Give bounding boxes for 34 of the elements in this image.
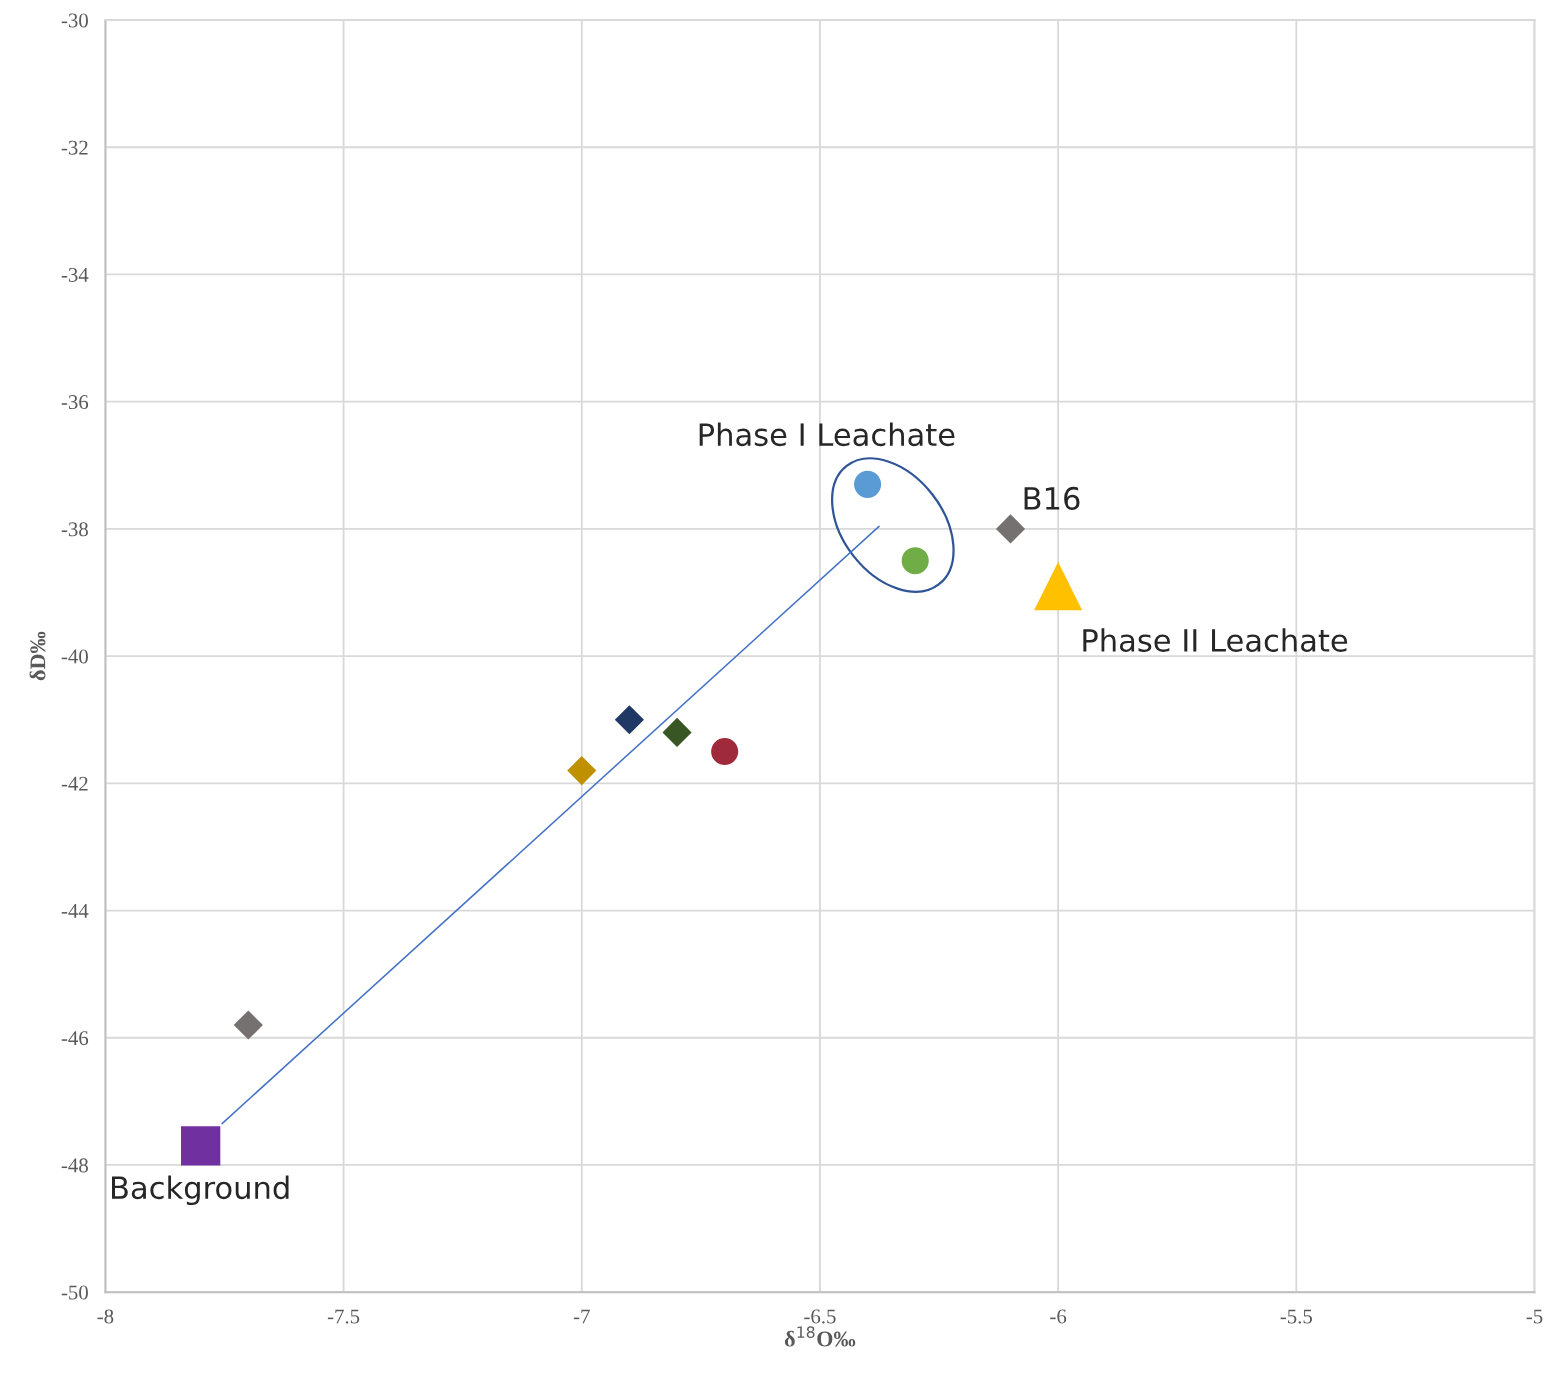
x-tick-label: -6 bbox=[1050, 1309, 1067, 1324]
x-axis-title: δ$^{18}$O‰ bbox=[784, 1326, 856, 1347]
point bbox=[567, 756, 597, 786]
point bbox=[711, 737, 739, 766]
y-tick-label: -34 bbox=[61, 267, 89, 282]
point bbox=[901, 547, 929, 575]
point bbox=[854, 470, 882, 498]
y-tick-label: -50 bbox=[61, 1285, 88, 1300]
y-tick-label: -36 bbox=[61, 395, 89, 410]
x-tick-label: -7 bbox=[573, 1309, 590, 1324]
y-tick-label: -32 bbox=[61, 140, 88, 155]
annotation: Phase I Leachate bbox=[699, 422, 955, 447]
y-axis-title: δD‰ bbox=[29, 631, 46, 681]
y-tick-label: -40 bbox=[61, 649, 88, 664]
x-tick-label: -5.5 bbox=[1280, 1309, 1312, 1324]
y-tick-label: -42 bbox=[61, 776, 88, 791]
point bbox=[233, 1010, 263, 1040]
x-tick-label: -7.5 bbox=[327, 1309, 360, 1324]
point bbox=[1034, 562, 1083, 611]
point bbox=[995, 514, 1026, 544]
point bbox=[181, 1126, 221, 1166]
x-tick-label: -6.5 bbox=[804, 1309, 836, 1324]
point bbox=[614, 705, 644, 735]
y-tick-label: -46 bbox=[61, 1031, 89, 1046]
y-tick-label: -44 bbox=[61, 904, 89, 918]
x-tick-label: -5 bbox=[1526, 1309, 1543, 1324]
point bbox=[662, 717, 692, 747]
y-tick-label: -38 bbox=[61, 522, 88, 537]
annotation: Background bbox=[112, 1175, 289, 1206]
annotation: B16 bbox=[1024, 486, 1080, 510]
y-tick-label: -30 bbox=[61, 13, 88, 28]
annotation: Phase II Leachate bbox=[1083, 628, 1348, 652]
y-tick-label: -48 bbox=[61, 1158, 88, 1173]
x-tick-label: -8 bbox=[97, 1309, 114, 1324]
